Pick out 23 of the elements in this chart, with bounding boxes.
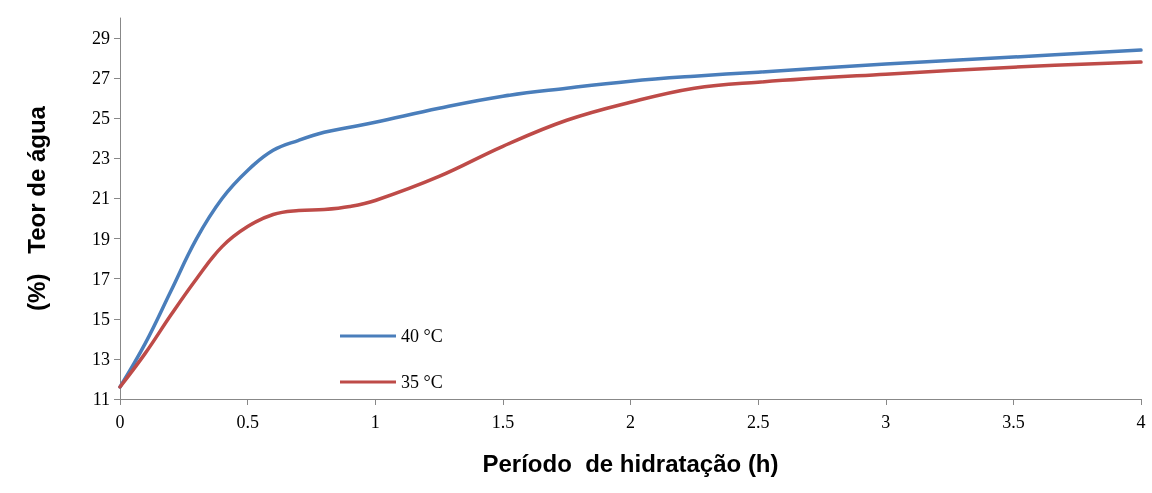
y-tick-label: 11: [92, 389, 110, 409]
x-tick-label: 0: [115, 412, 125, 432]
x-tick-label: 3.5: [1002, 412, 1025, 432]
y-tick-label: 13: [92, 348, 110, 369]
y-tick-label: 27: [92, 68, 110, 89]
x-tick-label: 0.5: [236, 412, 259, 432]
y-tick-label: 21: [92, 188, 110, 209]
y-tick-label: 17: [92, 268, 110, 289]
y-axis-title: (%) Teor de água: [22, 105, 50, 311]
y-tick-label: 25: [92, 108, 110, 129]
y-tick-label: 19: [92, 228, 110, 249]
x-tick-label: 4: [1136, 412, 1146, 432]
x-tick-label: 1.5: [491, 412, 515, 432]
x-tick-label: 3: [881, 412, 891, 432]
y-tick-label: 23: [92, 148, 110, 169]
legend-label: 40 °C: [401, 326, 443, 346]
x-tick-label: 1: [370, 412, 380, 432]
x-tick-label: 2: [626, 412, 635, 432]
y-tick-label: 29: [92, 28, 110, 49]
x-tick-label: 2.5: [746, 412, 770, 432]
x-axis-title: Período de hidratação (h): [482, 449, 779, 477]
y-tick-label: 15: [92, 308, 110, 329]
legend-label: 35 °C: [401, 372, 443, 392]
